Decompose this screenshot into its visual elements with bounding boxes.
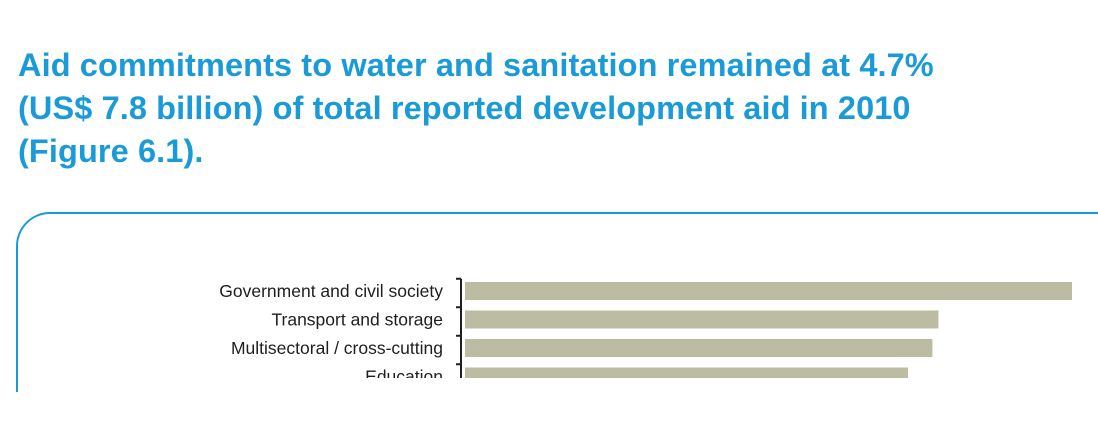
category-label-3: Education xyxy=(365,367,443,379)
category-label-2: Multisectoral / cross-cutting xyxy=(231,338,443,358)
bar-2 xyxy=(465,339,933,357)
headline-line-3: (Figure 6.1). xyxy=(18,133,204,169)
chart-area: Government and civil society Transport an… xyxy=(219,277,1072,379)
headline-line-2: (US$ 7.8 billion) of total reported deve… xyxy=(18,90,911,126)
headline-line-1: Aid commitments to water and sanitation … xyxy=(18,47,934,83)
bar-chart: Government and civil society Transport an… xyxy=(219,277,1072,379)
bar-3 xyxy=(465,367,909,378)
bar-0 xyxy=(465,282,1072,300)
bar-1 xyxy=(465,310,939,329)
category-label-0: Government and civil society xyxy=(219,281,443,301)
headline: Aid commitments to water and sanitation … xyxy=(18,44,1078,173)
chart-frame xyxy=(16,212,1098,392)
category-label-1: Transport and storage xyxy=(271,310,443,330)
